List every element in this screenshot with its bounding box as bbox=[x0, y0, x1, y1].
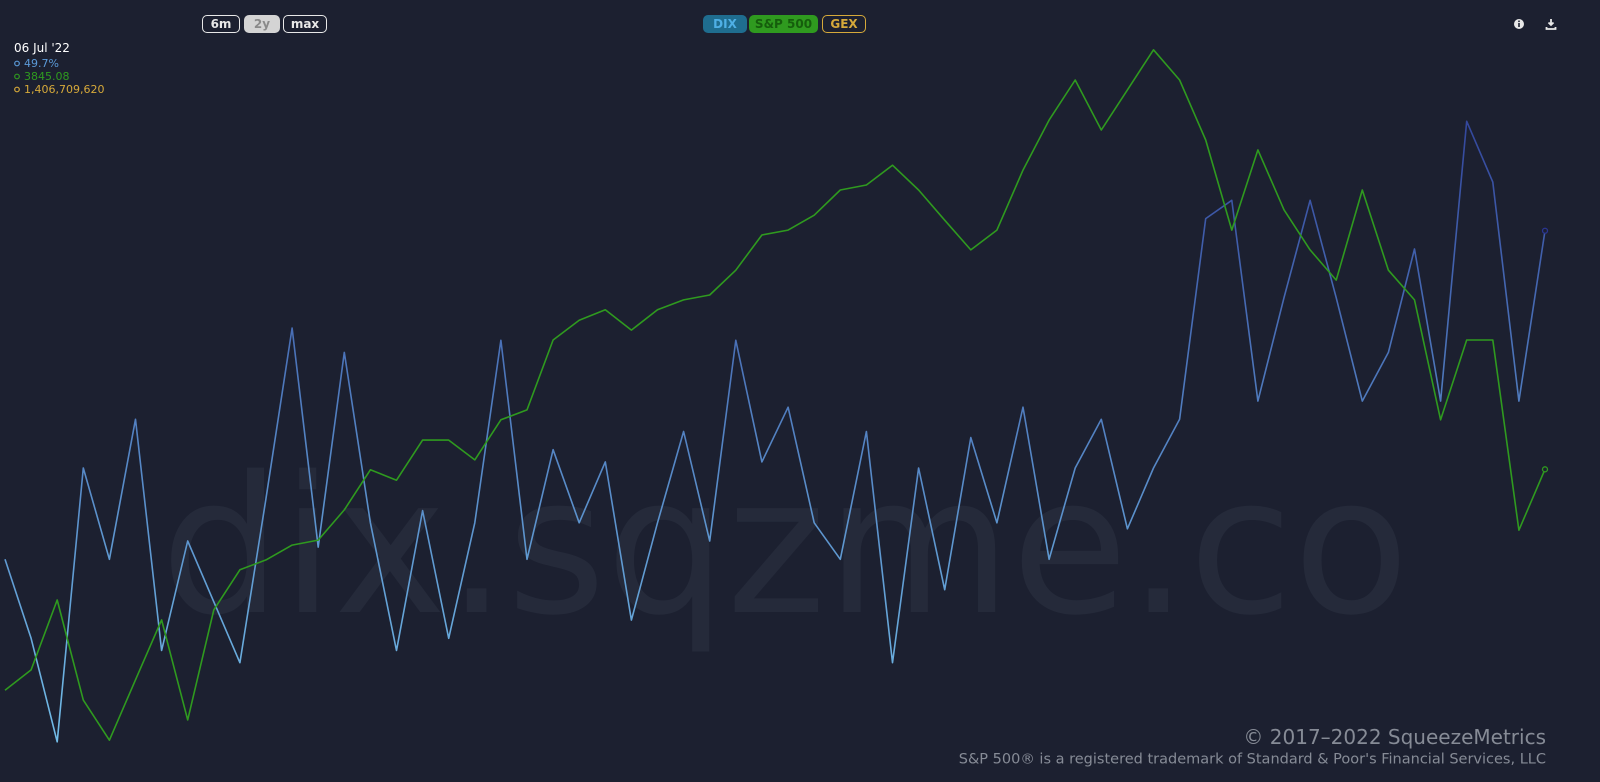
tooltip-date: 06 Jul '22 bbox=[14, 41, 70, 55]
trademark: S&P 500® is a registered trademark of St… bbox=[959, 752, 1546, 768]
series-line bbox=[4, 49, 1546, 741]
tooltip-bullet bbox=[14, 60, 20, 67]
end-marker bbox=[1541, 466, 1549, 473]
tooltip-bullet bbox=[14, 73, 20, 80]
legend-item[interactable]: GEX bbox=[822, 15, 866, 33]
legend-item[interactable]: DIX bbox=[703, 15, 747, 33]
download-icon[interactable] bbox=[1545, 18, 1557, 30]
range-button[interactable]: max bbox=[283, 15, 327, 33]
tooltip-entry: 1,406,709,620 bbox=[24, 83, 105, 96]
range-button[interactable]: 6m bbox=[202, 15, 240, 33]
tooltip-entry: 49.7% bbox=[24, 57, 59, 70]
info-icon[interactable] bbox=[1513, 18, 1525, 30]
end-marker bbox=[1541, 227, 1549, 234]
legend-item[interactable]: S&P 500 bbox=[749, 15, 818, 33]
range-button[interactable]: 2y bbox=[244, 15, 280, 33]
copyright: © 2017–2022 SqueezeMetrics bbox=[1243, 725, 1546, 749]
watermark: dix.sqzme.co bbox=[161, 436, 1410, 657]
series-line bbox=[4, 120, 1546, 743]
tooltip-entry: 3845.08 bbox=[24, 70, 70, 83]
tooltip-bullet bbox=[14, 86, 20, 93]
